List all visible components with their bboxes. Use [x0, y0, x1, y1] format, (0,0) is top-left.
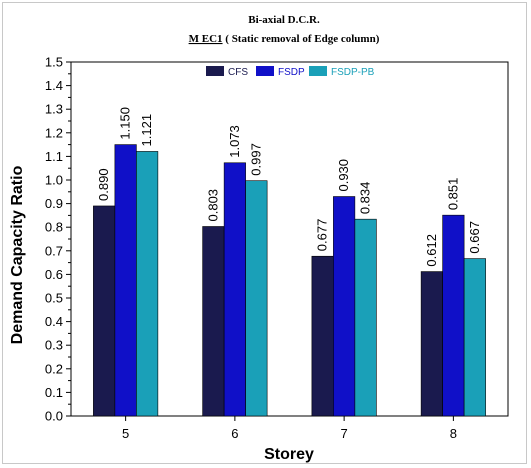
bar-value-label: 0.834 [358, 182, 373, 215]
bar-fsdp-pb-5 [136, 151, 159, 417]
x-tick-label: 7 [341, 426, 348, 441]
legend-label-fsdp: FSDP [278, 67, 305, 78]
chart-title: Bi-axial D.C.R. [248, 14, 320, 26]
bar-value-label: 1.121 [139, 114, 154, 147]
x-tick-label: 8 [450, 426, 457, 441]
bar-value-label: 1.073 [227, 125, 242, 158]
legend-label-cfs: CFS [228, 67, 248, 78]
bar-value-label: 0.612 [424, 234, 439, 267]
bar-value-label: 0.803 [205, 189, 220, 222]
bar-fsdp-7 [333, 196, 356, 417]
bar-cfs-6 [202, 226, 225, 417]
bar-fsdp-5 [114, 144, 137, 417]
y-tick-label: 1.5 [45, 55, 63, 70]
x-tick-label: 6 [231, 426, 238, 441]
bar-value-label: 0.997 [248, 143, 263, 176]
legend-label-fsdp-pb: FSDP-PB [331, 67, 375, 78]
bar-fsdp-8 [442, 214, 465, 417]
x-axis-label: Storey [264, 446, 314, 463]
y-tick-label: 0.0 [45, 409, 63, 424]
y-tick-label: 0.7 [45, 243, 63, 258]
legend-swatch-cfs [206, 66, 224, 76]
y-tick-label: 0.1 [45, 385, 63, 400]
y-tick-label: 0.3 [45, 338, 63, 353]
bar-value-label: 0.667 [467, 221, 482, 254]
bar-fsdp-pb-6 [245, 180, 268, 417]
y-tick-label: 0.5 [45, 291, 63, 306]
bar-cfs-7 [311, 255, 334, 417]
y-tick-label: 1.2 [45, 125, 63, 140]
chart-subtitle: M EC1 ( Static removal of Edge column) [189, 33, 380, 45]
y-axis-label: Demand Capacity Ratio [9, 165, 26, 344]
y-tick-label: 0.2 [45, 361, 63, 376]
bar-value-label: 0.930 [336, 159, 351, 192]
y-tick-label: 0.6 [45, 267, 63, 282]
bar-fsdp-6 [223, 162, 246, 417]
chart-subtitle-underlined: M EC1 [189, 33, 223, 45]
bar-value-label: 0.851 [445, 178, 460, 211]
bar-value-label: 1.150 [118, 107, 133, 140]
legend-swatch-fsdp [256, 66, 274, 76]
y-tick-label: 1.1 [45, 149, 63, 164]
chart-subtitle-rest: ( Static removal of Edge column) [223, 33, 380, 45]
axes: 0.0 0.1 0.2 0.3 0.4 0.5 0.6 0.7 0.8 0.9 1.0 1.1 1.2 1… [45, 55, 509, 441]
x-tick-label: 5 [122, 426, 129, 441]
bar-cfs-8 [420, 271, 443, 417]
bar-value-label: 0.677 [315, 219, 330, 252]
bars-group [93, 144, 486, 417]
y-tick-label: 1.0 [45, 173, 63, 188]
legend: CFS FSDP FSDP-PB [206, 66, 375, 78]
bar-fsdp-pb-8 [463, 258, 486, 417]
y-tick-label: 0.8 [45, 220, 63, 235]
y-tick-label: 0.9 [45, 196, 63, 211]
bar-fsdp-pb-7 [354, 218, 377, 417]
y-tick-label: 1.3 [45, 102, 63, 117]
y-tick-label: 1.4 [45, 78, 63, 93]
bar-value-label: 0.890 [96, 168, 111, 201]
bar-cfs-5 [93, 205, 116, 417]
legend-swatch-fsdp-pb [309, 66, 327, 76]
y-tick-label: 0.4 [45, 314, 63, 329]
bar-labels-group: 0.890 0.803 0.677 0.612 1.150 1.073 0.930 0.851… [96, 107, 482, 267]
